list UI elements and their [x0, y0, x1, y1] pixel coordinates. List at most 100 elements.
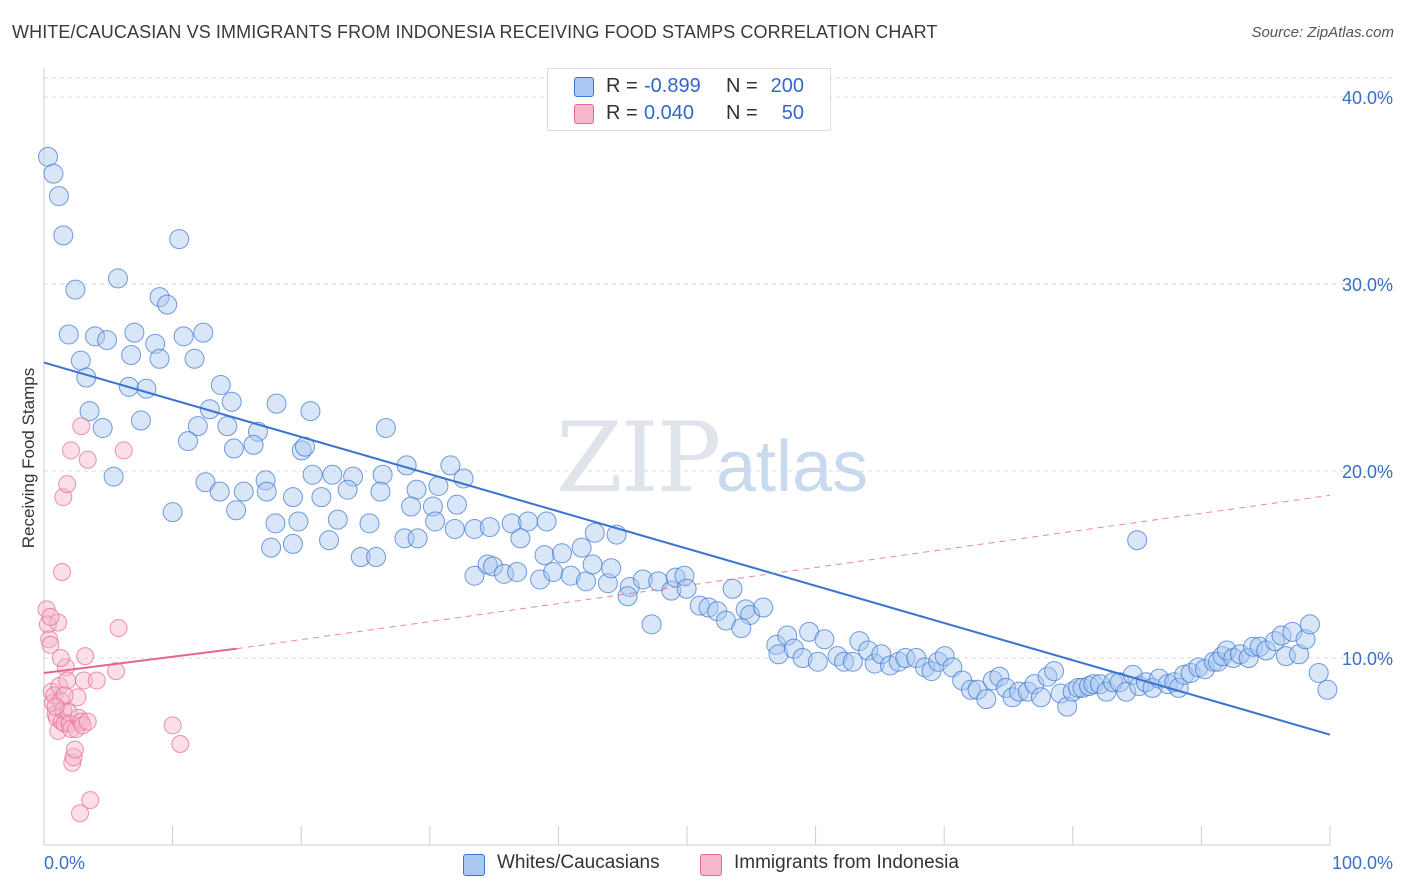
indonesia-point — [74, 671, 93, 690]
whites-point — [265, 513, 286, 534]
indonesia-point — [51, 649, 70, 667]
legend-r-label: R = — [606, 75, 638, 97]
whites-point — [834, 651, 855, 672]
whites-point — [136, 378, 157, 399]
whites-point — [768, 644, 789, 665]
indonesia-point — [72, 417, 91, 436]
whites-point — [543, 561, 564, 582]
legend-r-label: R = — [606, 102, 638, 124]
whites-point — [536, 511, 557, 532]
whites-point — [149, 287, 170, 308]
whites-point — [311, 487, 332, 508]
y-axis-label: Receiving Food Stamps — [19, 368, 38, 548]
indonesia-point — [40, 630, 59, 649]
whites-point — [43, 163, 64, 184]
indonesia-point — [41, 607, 60, 626]
whites-point — [444, 518, 465, 539]
whites-point — [343, 466, 364, 487]
whites-point — [960, 679, 981, 700]
correlation-legend: R = -0.899 N = 200 R = 0.040 N = 50 — [547, 68, 831, 131]
whites-point — [1223, 648, 1244, 668]
source-label: Source: ZipAtlas.com — [1251, 24, 1394, 41]
legend-r-value: -0.899 — [644, 75, 701, 97]
x-tick-label: 0.0% — [44, 853, 85, 873]
whites-point — [1072, 677, 1093, 698]
whites-point — [48, 186, 69, 207]
whites-point — [1249, 636, 1270, 657]
whites-point — [327, 509, 348, 530]
whites-point — [792, 648, 813, 668]
whites-point — [145, 333, 166, 354]
whites-point — [366, 547, 387, 568]
whites-point — [483, 556, 504, 577]
whites-point — [1024, 674, 1045, 695]
whites-point — [53, 225, 74, 246]
indonesia-point — [109, 619, 128, 638]
whites-point — [915, 657, 936, 678]
whites-point — [425, 511, 446, 532]
whites-point — [256, 481, 277, 502]
whites-point — [888, 651, 909, 672]
indonesia-trendline-extension — [236, 494, 1331, 650]
legend-n-label: N = — [726, 75, 758, 97]
indonesia-point — [87, 671, 106, 690]
whites-point — [1299, 614, 1320, 635]
whites-point — [1317, 679, 1338, 700]
whites-point — [601, 558, 622, 579]
whites-point — [1238, 648, 1259, 668]
series-legend: Whites/Caucasians Immigrants from Indone… — [0, 852, 1406, 878]
whites-point — [871, 644, 892, 665]
whites-point — [261, 537, 282, 558]
whites-point — [223, 438, 244, 459]
whites-point — [322, 464, 343, 485]
whites-point — [1188, 657, 1209, 678]
indonesia-point — [163, 716, 182, 735]
legend-n-value: 50 — [781, 102, 804, 124]
whites-point — [247, 421, 268, 442]
whites-point — [195, 472, 216, 493]
whites-point — [38, 146, 58, 167]
whites-point — [319, 530, 340, 551]
indonesia-point — [78, 712, 97, 731]
whites-point — [1271, 625, 1292, 646]
indonesia-point — [58, 671, 77, 690]
whites-point — [282, 533, 303, 554]
whites-point — [79, 401, 100, 422]
indonesia-point — [46, 697, 65, 716]
whites-point — [187, 416, 208, 437]
whites-point — [1243, 636, 1264, 657]
whites-point — [1264, 631, 1285, 652]
whites-point — [288, 511, 309, 532]
legend-r-value: 0.040 — [644, 102, 695, 124]
whites-point — [266, 393, 287, 414]
legend-n-label: N = — [726, 102, 758, 124]
whites-point — [184, 348, 205, 369]
whites-point — [1030, 687, 1051, 708]
whites-point — [226, 500, 247, 521]
y-tick-label: 20.0% — [1342, 462, 1393, 482]
whites-point — [518, 511, 539, 532]
whites-point — [440, 455, 461, 476]
whites-point — [157, 294, 178, 315]
whites-point — [661, 580, 682, 601]
indonesia-point — [76, 647, 95, 666]
indonesia-point — [114, 441, 133, 460]
whites-point — [302, 464, 323, 485]
legend-row-whites: R = -0.899 N = 200 — [548, 73, 830, 99]
whites-point — [199, 399, 220, 420]
whites-point — [777, 625, 798, 646]
whites-point — [534, 545, 555, 566]
whites-point — [842, 651, 863, 672]
indonesia-point — [78, 450, 97, 469]
whites-point — [177, 431, 198, 452]
whites-point — [291, 440, 312, 461]
whites-point — [300, 401, 321, 422]
whites-point — [632, 569, 653, 590]
whites-point — [372, 464, 393, 485]
legend-swatch-indonesia — [700, 854, 722, 876]
legend-swatch-whites — [463, 854, 485, 876]
whites-point — [584, 522, 605, 543]
whites-point — [501, 513, 522, 534]
indonesia-point — [58, 475, 77, 494]
indonesia-point — [65, 740, 84, 759]
